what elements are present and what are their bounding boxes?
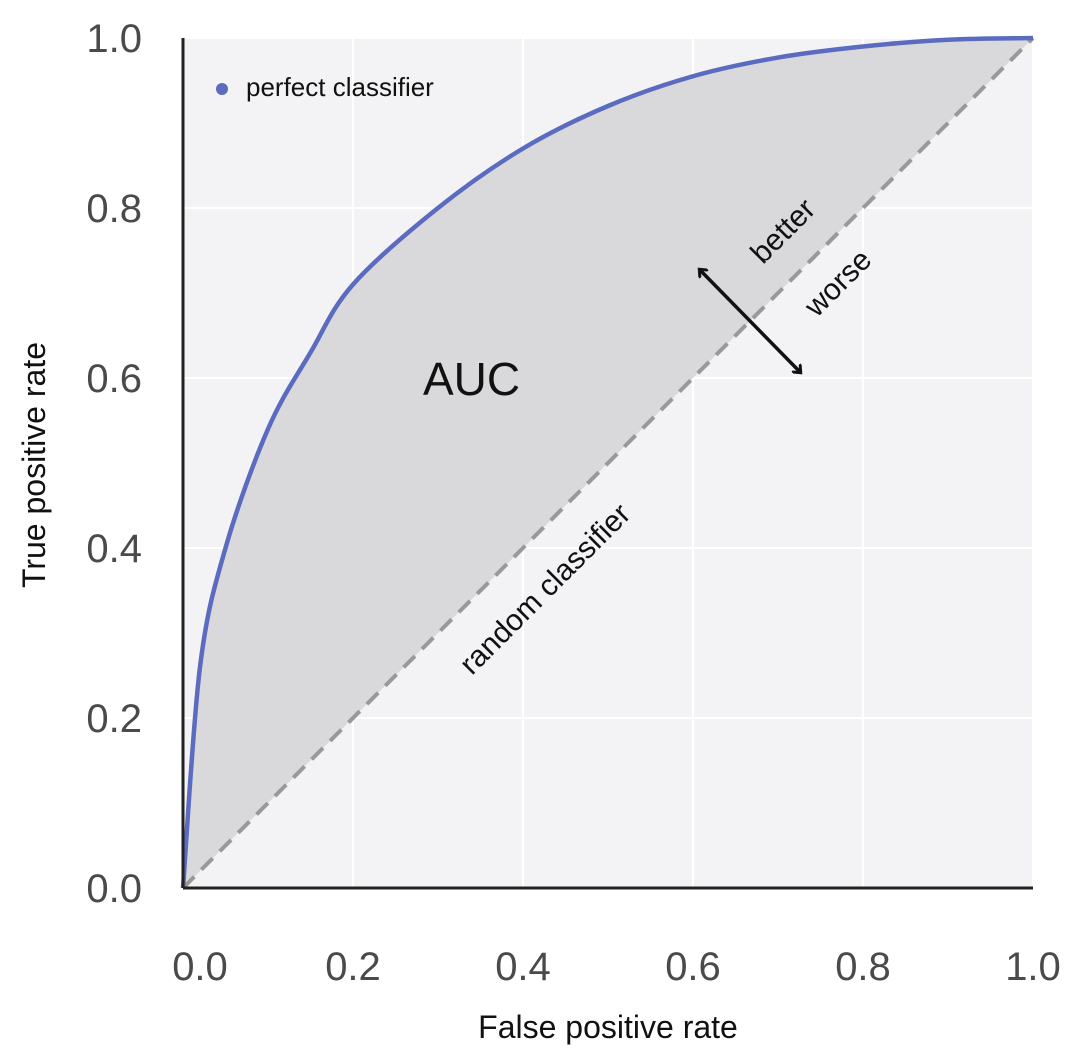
legend-label: perfect classifier <box>246 72 434 102</box>
y-tick-label: 0.8 <box>86 187 142 231</box>
legend-marker <box>216 83 228 95</box>
x-tick-label: 0.0 <box>172 945 228 989</box>
x-tick-label: 1.0 <box>1005 945 1061 989</box>
legend: perfect classifier <box>216 72 434 102</box>
auc-label: AUC <box>423 353 520 405</box>
y-tick-label: 0.0 <box>86 867 142 911</box>
random-classifier-line <box>181 36 1035 890</box>
better-worse-arrow <box>700 270 800 372</box>
y-tick-label: 0.6 <box>86 357 142 401</box>
perfect-classifier-curve <box>180 35 1034 889</box>
y-tick-label: 0.4 <box>86 527 142 571</box>
x-tick-labels: 0.0 0.2 0.4 0.6 0.8 1.0 <box>172 945 1061 989</box>
y-axis-label: True positive rate <box>16 342 52 588</box>
x-axis-label: False positive rate <box>478 1009 738 1045</box>
x-tick-label: 0.4 <box>495 945 551 989</box>
y-tick-label: 1.0 <box>86 17 142 61</box>
y-tick-labels: 0.0 0.2 0.4 0.6 0.8 1.0 <box>86 17 142 911</box>
x-tick-label: 0.2 <box>325 945 381 989</box>
x-tick-label: 0.6 <box>665 945 721 989</box>
x-tick-label: 0.8 <box>835 945 891 989</box>
y-tick-label: 0.2 <box>86 697 142 741</box>
